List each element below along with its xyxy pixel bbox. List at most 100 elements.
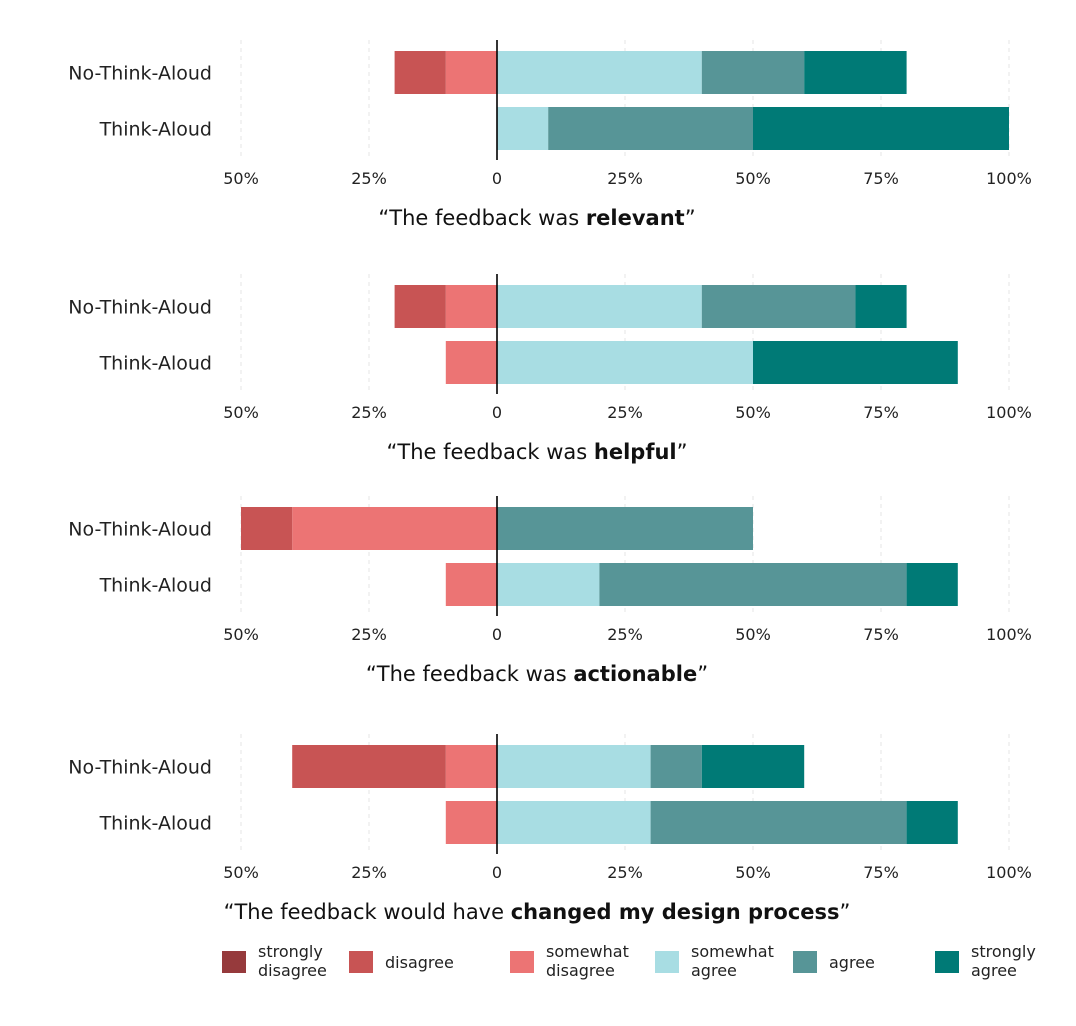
panel-title-prefix: “The feedback was xyxy=(378,206,585,230)
x-tick-label: 75% xyxy=(863,625,899,644)
x-tick-label: 50% xyxy=(735,625,771,644)
bar-segment-somewhat-agree xyxy=(497,801,651,844)
group-label: No-Think-Aloud xyxy=(68,519,212,541)
x-tick-label: 75% xyxy=(863,863,899,882)
panel-3: No-Think-Aloud Think-Aloud 50% 25% 0 25% 50% 75… xyxy=(68,496,1032,686)
bar-segment-agree xyxy=(548,107,753,150)
panel-title-prefix: “The feedback would have xyxy=(224,900,511,924)
bar-segment-agree xyxy=(497,507,753,550)
bar-segment-somewhat-disagree xyxy=(445,563,497,606)
x-tick-label: 25% xyxy=(351,403,387,422)
group-label: Think-Aloud xyxy=(99,353,212,375)
x-tick-label: 0 xyxy=(492,403,502,422)
legend-label-line: strongly xyxy=(258,942,323,961)
bar-segment-disagree xyxy=(292,745,446,788)
group-label: No-Think-Aloud xyxy=(68,63,212,85)
bar-segment-somewhat-disagree xyxy=(292,507,497,550)
legend-swatch xyxy=(349,951,373,973)
bar-segment-agree xyxy=(599,563,907,606)
group-label: No-Think-Aloud xyxy=(68,757,212,779)
x-tick-label: 25% xyxy=(607,403,643,422)
legend-label: somewhat disagree xyxy=(546,942,629,980)
legend-label-line: disagree xyxy=(546,961,615,980)
x-tick-label: 100% xyxy=(986,625,1032,644)
group-label: Think-Aloud xyxy=(99,119,212,141)
legend-label: strongly disagree xyxy=(258,942,327,980)
group-label: Think-Aloud xyxy=(99,813,212,835)
bar-segment-strongly-agree xyxy=(906,801,958,844)
panel-2: No-Think-Aloud Think-Aloud 50% 25% 0 25% 50% 75… xyxy=(68,274,1032,464)
legend-label-line: disagree xyxy=(258,961,327,980)
bar-segment-strongly-agree xyxy=(906,563,958,606)
legend-label-line: strongly xyxy=(971,942,1036,961)
legend-label-line: somewhat xyxy=(691,942,774,961)
x-tick-label: 25% xyxy=(607,169,643,188)
group-label: No-Think-Aloud xyxy=(68,297,212,319)
panel-title-prefix: “The feedback was xyxy=(366,662,573,686)
panel-title-bold: changed my design process xyxy=(511,900,840,924)
bar-segment-disagree xyxy=(241,507,293,550)
panel-title-suffix: ” xyxy=(697,662,708,686)
group-label: Think-Aloud xyxy=(99,575,212,597)
x-tick-label: 25% xyxy=(607,625,643,644)
panel-title-bold: relevant xyxy=(586,206,685,230)
bar-segment-disagree xyxy=(394,285,446,328)
bar-segment-somewhat-disagree xyxy=(445,745,497,788)
legend-swatch xyxy=(510,951,534,973)
x-tick-label: 50% xyxy=(223,403,259,422)
x-tick-label: 50% xyxy=(223,863,259,882)
panel-title-suffix: ” xyxy=(677,440,688,464)
x-tick-label: 50% xyxy=(223,169,259,188)
legend-label: disagree xyxy=(385,953,454,972)
x-tick-label: 0 xyxy=(492,169,502,188)
legend-label-line: agree xyxy=(971,961,1017,980)
x-tick-label: 25% xyxy=(351,863,387,882)
panel-title: “The feedback was actionable” xyxy=(366,662,708,686)
bar-segment-agree xyxy=(650,801,907,844)
bar-segment-agree xyxy=(701,285,856,328)
x-tick-label: 100% xyxy=(986,863,1032,882)
legend-swatch xyxy=(655,951,679,973)
panel-title-suffix: ” xyxy=(685,206,696,230)
bar-segment-somewhat-agree xyxy=(497,745,651,788)
panel-1: No-Think-Aloud Think-Aloud 50% 25% 0 25% 50% 75… xyxy=(68,40,1032,230)
bar-segment-strongly-agree xyxy=(701,745,805,788)
bar-segment-somewhat-disagree xyxy=(445,341,497,384)
bar-segment-somewhat-agree xyxy=(497,285,702,328)
bar-segment-somewhat-agree xyxy=(497,107,549,150)
x-tick-label: 50% xyxy=(223,625,259,644)
x-tick-label: 100% xyxy=(986,403,1032,422)
x-tick-label: 50% xyxy=(735,403,771,422)
x-tick-label: 100% xyxy=(986,169,1032,188)
legend-swatch xyxy=(793,951,817,973)
x-tick-label: 0 xyxy=(492,625,502,644)
panel-title: “The feedback would have changed my desi… xyxy=(224,900,851,924)
bar-segment-somewhat-disagree xyxy=(445,285,497,328)
x-tick-label: 25% xyxy=(351,625,387,644)
panel-title: “The feedback was helpful” xyxy=(386,440,687,464)
bar-segment-somewhat-agree xyxy=(497,51,702,94)
panel-title-bold: actionable xyxy=(573,662,697,686)
bar-segment-strongly-agree xyxy=(855,285,907,328)
x-tick-label: 50% xyxy=(735,863,771,882)
x-tick-label: 75% xyxy=(863,403,899,422)
x-tick-label: 0 xyxy=(492,863,502,882)
bar-segment-strongly-agree xyxy=(753,107,1009,150)
bar-segment-somewhat-agree xyxy=(497,341,753,384)
x-tick-label: 50% xyxy=(735,169,771,188)
legend-label: strongly agree xyxy=(971,942,1036,980)
bar-segment-agree xyxy=(701,51,805,94)
bar-segment-agree xyxy=(650,745,702,788)
bar-segment-somewhat-disagree xyxy=(445,51,497,94)
panel-title: “The feedback was relevant” xyxy=(378,206,695,230)
legend-swatch xyxy=(222,951,246,973)
bar-segment-somewhat-disagree xyxy=(445,801,497,844)
panel-4: No-Think-Aloud Think-Aloud 50% 25% 0 25% 50% 75… xyxy=(68,734,1032,924)
bar-segment-somewhat-agree xyxy=(497,563,600,606)
x-tick-label: 25% xyxy=(607,863,643,882)
panel-title-prefix: “The feedback was xyxy=(386,440,593,464)
bar-segment-strongly-agree xyxy=(804,51,907,94)
bar-segment-disagree xyxy=(394,51,446,94)
